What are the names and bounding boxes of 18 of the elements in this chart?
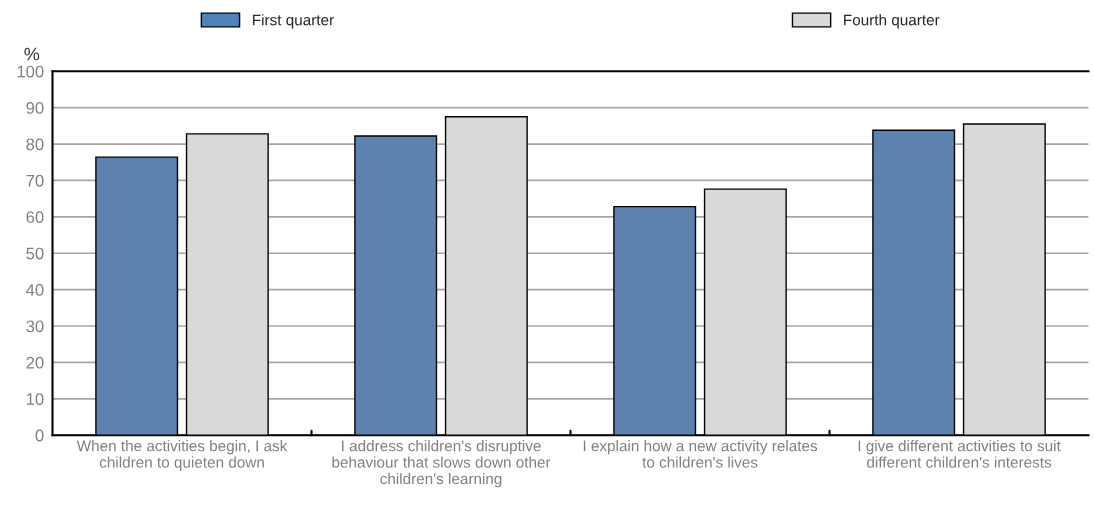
y-tick-label: 90 (26, 102, 44, 114)
x-tick-label: I explain how a new activity relates to children's lives (583, 440, 818, 468)
legend-label: First quarter (253, 14, 334, 29)
y-tick-label: 30 (26, 320, 44, 333)
x-tick-label: I give different activities to suit different children's interests (858, 440, 1061, 468)
x-tick-label: I address children's disruptive behaviour that slows down other children's learning (332, 440, 551, 488)
y-tick-label: 10 (26, 393, 44, 405)
x-tick-label: When the activities begin, I ask children to quieten down (76, 440, 288, 471)
y-tick-label: 70 (26, 174, 44, 187)
legend-label: Fourth quarter (844, 14, 940, 29)
y-tick-label: 20 (26, 356, 44, 369)
y-tick-label: 50 (26, 247, 44, 260)
y-tick-label: 80 (26, 138, 44, 151)
y-tick-label: 0 (35, 429, 44, 442)
y-tick-label: 40 (26, 284, 44, 296)
y-tick-label: 100 (17, 65, 44, 78)
y-tick-label: 60 (26, 211, 44, 224)
y-axis-title: % (24, 47, 40, 61)
